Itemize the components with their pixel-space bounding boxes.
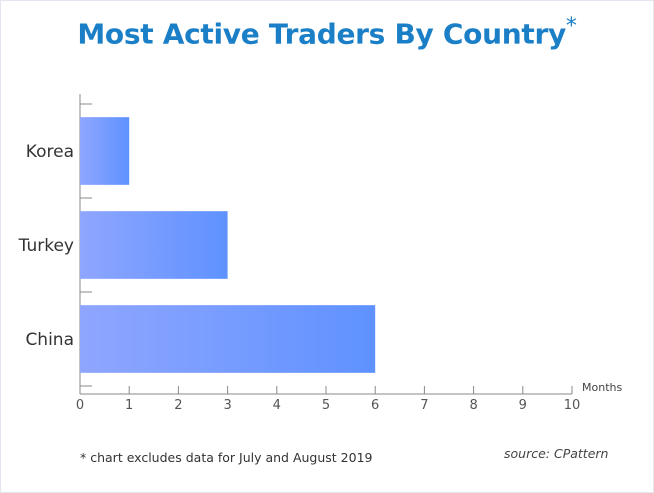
- chart-title-text: Most Active Traders By Country: [77, 17, 566, 51]
- x-axis-unit-label: Months: [582, 381, 622, 394]
- x-tick-label: 3: [223, 398, 231, 413]
- footnote: * chart excludes data for July and Augus…: [80, 450, 373, 465]
- x-tick-label: 9: [519, 398, 527, 413]
- chart-title-asterisk: *: [565, 14, 577, 39]
- source-credit: source: CPattern: [504, 446, 609, 461]
- x-tick-label: 8: [469, 398, 477, 413]
- category-label-china: China: [25, 330, 74, 350]
- chart-title: Most Active Traders By Country*: [0, 14, 654, 50]
- x-tick-label: 5: [322, 398, 330, 413]
- bar-turkey: [80, 211, 228, 279]
- chart-bars: [80, 117, 376, 373]
- category-label-turkey: Turkey: [18, 236, 74, 256]
- x-tick-label: 7: [420, 398, 428, 413]
- bar-china: [80, 305, 376, 373]
- x-tick-label: 2: [174, 398, 182, 413]
- x-tick-label: 6: [371, 398, 379, 413]
- x-tick-label: 0: [76, 398, 84, 413]
- chart-labels: 0 1 2 3 4 5 6 7 8 9 10 Korea Turkey China: [18, 142, 581, 413]
- x-tick-label: 4: [273, 398, 281, 413]
- x-tick-label: 1: [125, 398, 133, 413]
- category-label-korea: Korea: [26, 142, 74, 162]
- bar-korea: [80, 117, 130, 185]
- x-tick-label: 10: [564, 398, 581, 413]
